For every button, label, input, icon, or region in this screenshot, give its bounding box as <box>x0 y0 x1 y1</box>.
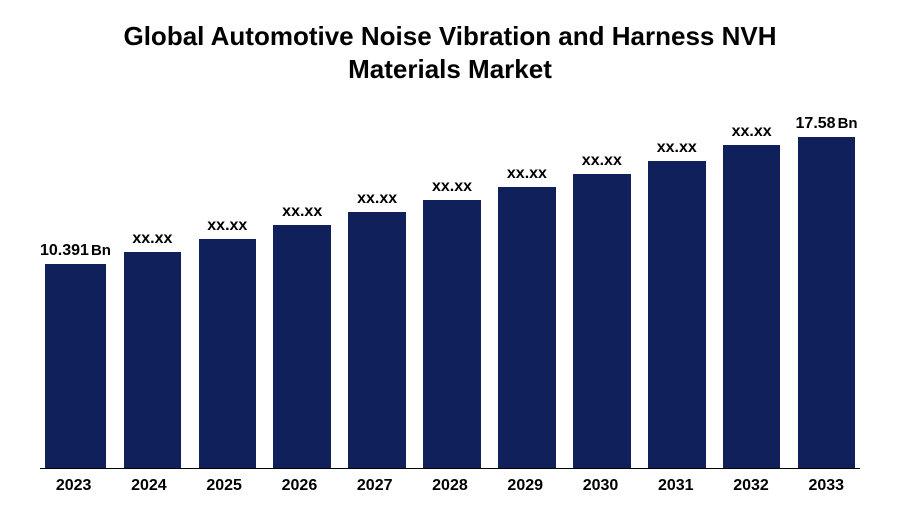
bar <box>348 212 406 468</box>
bar-group: xx.xx <box>419 115 486 468</box>
bar-group: xx.xx <box>718 115 785 468</box>
bar <box>124 252 182 469</box>
bar <box>648 161 706 468</box>
x-label: 2028 <box>416 477 483 495</box>
bar <box>723 145 781 468</box>
bar-group: xx.xx <box>493 115 560 468</box>
bar-group: xx.xx <box>568 115 635 468</box>
x-axis-labels: 2023 2024 2025 2026 2027 2028 2029 2030 … <box>40 477 860 495</box>
bar-value-label: 10.391Bn <box>40 242 111 260</box>
bar <box>199 239 257 468</box>
bar-value-label: xx.xx <box>357 190 397 208</box>
x-label: 2031 <box>642 477 709 495</box>
bar-value-label: xx.xx <box>207 217 247 235</box>
x-label: 2030 <box>567 477 634 495</box>
bar <box>273 225 331 468</box>
x-label: 2027 <box>341 477 408 495</box>
chart-container: Global Automotive Noise Vibration and Ha… <box>0 0 900 525</box>
bar-group: xx.xx <box>269 115 336 468</box>
bar-value-label: xx.xx <box>282 203 322 221</box>
bar-group: 17.58Bn <box>793 115 860 468</box>
bar-group: 10.391Bn <box>40 115 111 468</box>
bar-value-label: xx.xx <box>657 139 697 157</box>
bar-group: xx.xx <box>194 115 261 468</box>
bars-row: 10.391Bn xx.xx xx.xx xx.xx xx.xx xx.xx <box>40 115 860 469</box>
bar-value-label: xx.xx <box>507 165 547 183</box>
bar <box>423 200 481 468</box>
bar <box>798 137 856 468</box>
x-label: 2033 <box>793 477 860 495</box>
x-label: 2024 <box>115 477 182 495</box>
bar-value-label: xx.xx <box>132 230 172 248</box>
x-label: 2025 <box>191 477 258 495</box>
bar-value-label: 17.58Bn <box>796 115 858 133</box>
x-label: 2029 <box>492 477 559 495</box>
chart-title: Global Automotive Noise Vibration and Ha… <box>40 20 860 85</box>
bar <box>45 264 106 468</box>
bar-group: xx.xx <box>643 115 710 468</box>
bar-value-label: xx.xx <box>582 152 622 170</box>
bar-group: xx.xx <box>119 115 186 468</box>
bar-group: xx.xx <box>344 115 411 468</box>
x-label: 2026 <box>266 477 333 495</box>
bar <box>573 174 631 468</box>
bar-value-label: xx.xx <box>732 123 772 141</box>
x-label: 2023 <box>40 477 107 495</box>
bar-value-label: xx.xx <box>432 178 472 196</box>
x-label: 2032 <box>717 477 784 495</box>
plot-area: 10.391Bn xx.xx xx.xx xx.xx xx.xx xx.xx <box>40 115 860 495</box>
bar <box>498 187 556 468</box>
